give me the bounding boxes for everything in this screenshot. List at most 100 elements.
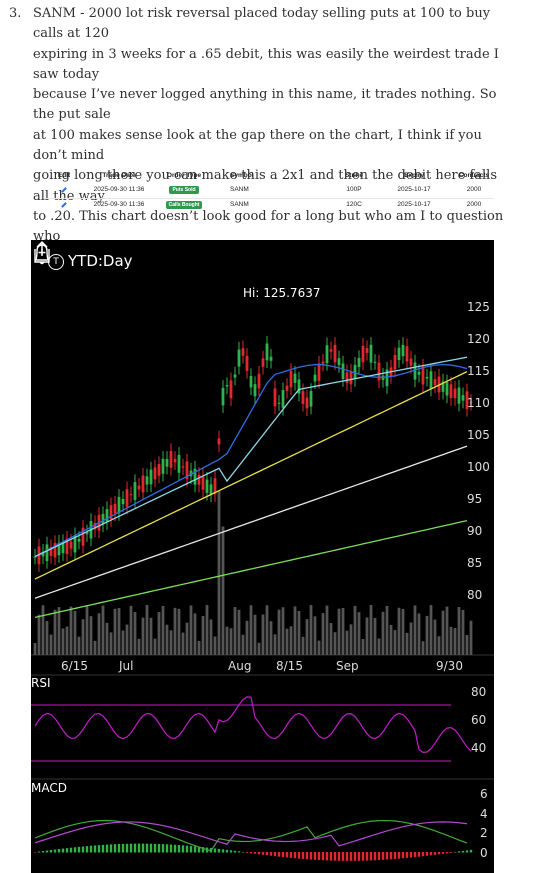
- volume-bar: [409, 622, 413, 655]
- date-tick-label: Aug: [228, 659, 252, 673]
- volume-bar: [277, 609, 281, 655]
- rsi-line: [34, 696, 472, 753]
- edit-button[interactable]: [44, 186, 84, 193]
- ma-green-line: [34, 519, 468, 619]
- candle-body: [105, 509, 109, 523]
- candle-body: [329, 349, 333, 352]
- volume-bar: [97, 613, 101, 655]
- macd-histogram-bar: [225, 849, 229, 853]
- candle-body: [441, 381, 445, 392]
- candle-body: [165, 458, 169, 467]
- candle-body: [393, 355, 397, 370]
- macd-histogram-bar: [341, 852, 345, 861]
- candle-body: [137, 485, 141, 490]
- macd-histogram-bar: [277, 852, 281, 857]
- volume-bar: [373, 617, 377, 655]
- volume-bar: [349, 624, 353, 655]
- price-chart: [31, 335, 494, 861]
- price-tick-label: 90: [467, 524, 483, 538]
- volume-bar: [209, 619, 213, 655]
- macd-histogram-bar: [313, 852, 317, 860]
- macd-histogram-bar: [425, 852, 429, 856]
- volume-bar: [57, 607, 61, 655]
- candle-body: [169, 450, 173, 468]
- volume-bar: [265, 605, 269, 655]
- contracts: 2000: [466, 201, 482, 208]
- expiry: 2025-10-17: [397, 186, 431, 193]
- volume-bar: [441, 610, 445, 655]
- header-expiry: Expiry: [404, 172, 424, 179]
- date-tick-label: 8/15: [276, 659, 303, 673]
- candle-body: [177, 454, 181, 473]
- volume-bar: [181, 632, 185, 655]
- volume-bar: [401, 608, 405, 655]
- macd-histogram-bar: [129, 843, 133, 853]
- pencil-icon: [61, 187, 67, 193]
- macd-histogram-bar: [145, 843, 149, 853]
- volume-bar: [345, 630, 349, 655]
- macd-histogram-bar: [149, 843, 153, 853]
- volume-bar: [133, 612, 137, 655]
- macd-histogram-bar: [289, 852, 293, 858]
- volume-bar: [105, 622, 109, 655]
- macd-tick-label: 2: [480, 826, 488, 840]
- contracts: 2000: [466, 186, 482, 193]
- price-tick-label: 100: [467, 460, 490, 474]
- candle-body: [469, 401, 473, 403]
- volume-bar: [301, 636, 305, 655]
- volume-bar: [449, 626, 453, 655]
- candle-body: [237, 349, 241, 367]
- macd-histogram-bar: [309, 852, 313, 860]
- macd-histogram-bar: [377, 852, 381, 861]
- macd-histogram-bar: [297, 852, 301, 859]
- macd-histogram-bar: [37, 851, 41, 853]
- volume-bar: [465, 634, 469, 655]
- volume-bar: [109, 632, 113, 655]
- price-tick-label: 120: [467, 332, 490, 346]
- macd-histogram-bar: [265, 852, 269, 856]
- candle-body: [185, 461, 189, 479]
- candle-body: [445, 382, 449, 396]
- candle-body: [449, 384, 453, 399]
- macd-histogram-bar: [337, 852, 341, 861]
- macd-histogram-bar: [229, 850, 233, 853]
- volume-bar: [385, 606, 389, 655]
- price-tick-label: 80: [467, 588, 483, 602]
- volume-bar: [165, 624, 169, 655]
- macd-histogram-bar: [117, 844, 121, 853]
- macd-histogram-bar: [153, 843, 157, 853]
- volume-bar: [141, 617, 145, 655]
- add-alert-icon[interactable]: [31, 240, 53, 266]
- volume-bar: [305, 619, 309, 655]
- table-header: Edit Trade Date Order Type Symbol Strike…: [44, 170, 494, 182]
- edit-button[interactable]: [44, 201, 84, 208]
- candle-body: [157, 464, 161, 476]
- rsi-tick-label: 60: [471, 713, 487, 727]
- macd-histogram-bar: [49, 850, 53, 853]
- candle-body: [81, 527, 85, 546]
- volume-bar: [201, 616, 205, 655]
- timeframe-selector[interactable]: T YTD:Day: [48, 252, 133, 270]
- macd-histogram-bar: [401, 852, 405, 859]
- macd-histogram-bar: [373, 852, 377, 861]
- candle-body: [357, 357, 361, 368]
- volume-bar: [421, 641, 425, 655]
- macd-histogram-bar: [221, 849, 225, 853]
- macd-histogram-bar: [113, 844, 117, 853]
- candle-body: [57, 542, 61, 556]
- volume-bar: [333, 632, 337, 655]
- volume-bar: [145, 605, 149, 655]
- macd-histogram-bar: [385, 852, 389, 860]
- candle-body: [337, 358, 341, 366]
- macd-histogram-bar: [417, 852, 421, 857]
- macd-histogram-bar: [321, 852, 325, 861]
- price-tick-label: 110: [467, 396, 490, 410]
- macd-histogram-bar: [173, 844, 177, 853]
- price-tick-label: 105: [467, 428, 490, 442]
- macd-histogram-bar: [213, 848, 217, 853]
- candle-body: [77, 538, 81, 542]
- volume-bar: [317, 640, 321, 655]
- macd-histogram-bar: [233, 850, 237, 853]
- macd-histogram-bar: [421, 852, 425, 857]
- volume-bar: [101, 605, 105, 655]
